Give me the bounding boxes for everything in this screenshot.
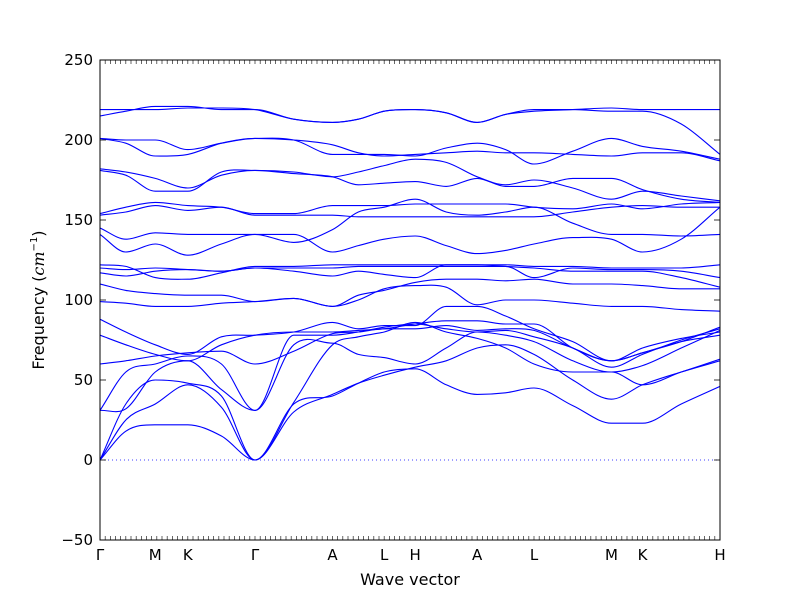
phonon-band-13 xyxy=(100,264,720,280)
y-ticks: −50 0 50 100 150 200 250 xyxy=(61,51,720,549)
y-axis-title: Frequency (cm−1) xyxy=(29,230,48,369)
y-axis-title-exponent: −1 xyxy=(29,237,40,252)
y-tick-label: 50 xyxy=(74,371,93,389)
phonon-band-8 xyxy=(100,305,720,362)
phonon-band-14 xyxy=(100,206,720,256)
phonon-band-15 xyxy=(100,198,720,243)
phonon-band-17 xyxy=(100,201,720,215)
x-tick-label-5: A xyxy=(327,546,338,564)
x-tick-label-8: A xyxy=(472,546,483,564)
y-tick-label: 0 xyxy=(83,451,93,469)
y-axis-title-prefix: Frequency ( xyxy=(29,276,48,370)
phonon-band-1 xyxy=(100,368,720,461)
phonon-band-23 xyxy=(100,107,720,155)
x-tick-label-6: L xyxy=(380,546,389,564)
y-tick-label: −50 xyxy=(61,531,93,549)
y-axis-title-unit: cm xyxy=(29,251,48,275)
x-tick-label-7: H xyxy=(410,546,421,564)
phonon-band-2 xyxy=(100,344,720,461)
phonon-band-12 xyxy=(100,265,720,279)
x-tick-label-10: M xyxy=(605,546,618,564)
x-tick-label-11: K xyxy=(638,546,649,564)
y-tick-label: 150 xyxy=(64,211,93,229)
phonon-band-16 xyxy=(100,205,720,218)
phonon-band-4 xyxy=(100,329,720,413)
phonon-band-10 xyxy=(100,278,720,307)
y-tick-label: 200 xyxy=(64,131,93,149)
x-tick-label-9: L xyxy=(530,546,539,564)
y-axis-title-suffix: ) xyxy=(29,230,48,236)
x-axis-title: Wave vector xyxy=(360,570,460,589)
x-tick-label-2: M xyxy=(149,546,162,564)
y-tick-label: 100 xyxy=(64,291,93,309)
phonon-band-19 xyxy=(100,168,720,203)
x-tick-label-1: Γ xyxy=(96,546,105,564)
x-tick-label-12: H xyxy=(714,546,725,564)
x-tick-label-3: K xyxy=(183,546,194,564)
phonon-band-21 xyxy=(100,137,720,165)
y-tick-label: 250 xyxy=(64,51,93,69)
phonon-band-18 xyxy=(100,158,720,202)
x-tick-label-4: Γ xyxy=(251,546,260,564)
phonon-bands xyxy=(100,105,720,461)
